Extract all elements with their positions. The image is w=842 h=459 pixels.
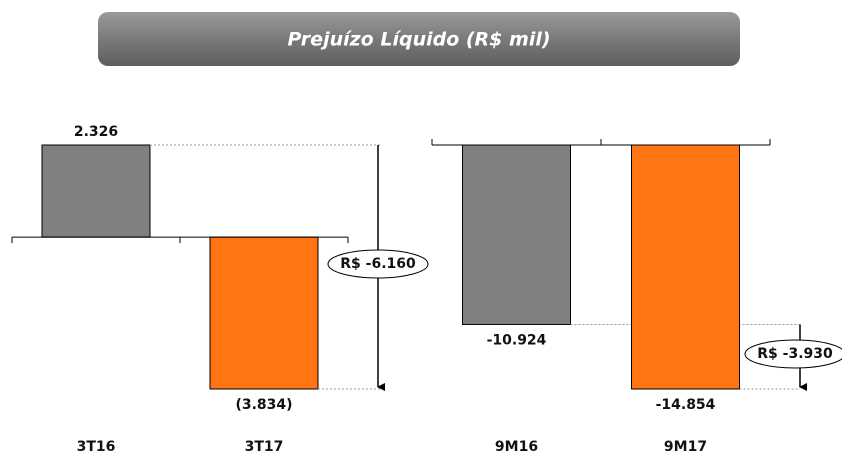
bar	[462, 144, 571, 325]
annotation: R$ -3.930	[757, 346, 833, 362]
annotation: R$ -6.160	[340, 256, 416, 272]
bar	[631, 144, 740, 390]
value-label: (3.834)	[235, 397, 292, 413]
bar	[209, 236, 319, 390]
value-label: -14.854	[656, 397, 716, 413]
category-label: 3T17	[245, 439, 284, 455]
value-label: -10.924	[487, 332, 547, 348]
category-label: 9M17	[664, 439, 707, 455]
annotation-ellipse	[327, 249, 429, 279]
chart-title: Prejuízo Líquido (R$ mil)	[287, 29, 550, 51]
category-label: 3T16	[77, 439, 116, 455]
title-box	[98, 12, 740, 66]
category-label: 9M16	[495, 439, 538, 455]
value-label: 2.326	[74, 124, 118, 140]
bar	[41, 144, 151, 238]
annotation-ellipse	[744, 339, 842, 369]
